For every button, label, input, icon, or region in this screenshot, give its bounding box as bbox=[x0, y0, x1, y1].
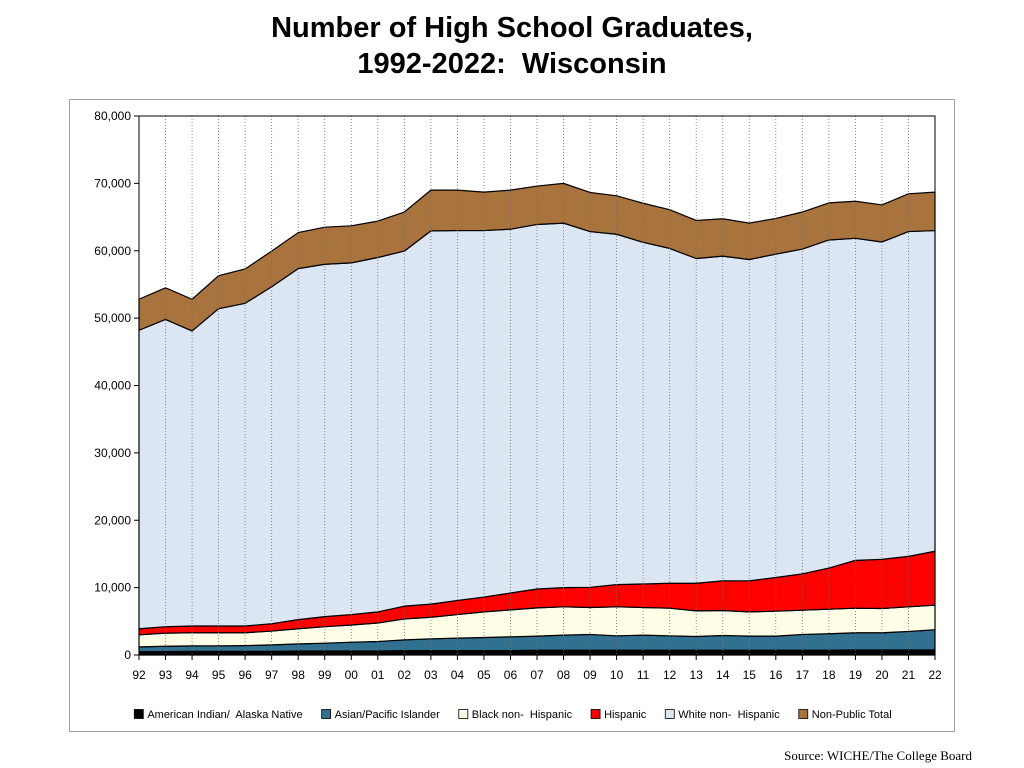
x-tick-label: 99 bbox=[318, 668, 332, 682]
legend-label: Black non- Hispanic bbox=[472, 709, 573, 721]
x-tick-label: 10 bbox=[610, 668, 624, 682]
y-tick-label: 40,000 bbox=[94, 379, 131, 393]
x-tick-label: 12 bbox=[663, 668, 677, 682]
x-tick-label: 06 bbox=[504, 668, 518, 682]
y-tick-label: 60,000 bbox=[94, 244, 131, 258]
legend-swatch-black-non-hispanic bbox=[458, 709, 469, 719]
y-tick-label: 80,000 bbox=[94, 109, 131, 123]
x-tick-label: 92 bbox=[132, 668, 146, 682]
x-tick-label: 11 bbox=[637, 668, 650, 682]
x-tick-label: 18 bbox=[822, 668, 836, 682]
y-tick-label: 20,000 bbox=[94, 513, 131, 527]
x-tick-label: 07 bbox=[530, 668, 544, 682]
legend-swatch-non-public-total bbox=[798, 709, 809, 719]
legend-swatch-asian-pacific-islander bbox=[321, 709, 332, 719]
y-tick-label: 50,000 bbox=[94, 311, 131, 325]
legend-label: Non-Public Total bbox=[812, 709, 892, 721]
y-tick-label: 0 bbox=[124, 648, 131, 662]
x-tick-label: 05 bbox=[477, 668, 491, 682]
x-tick-label: 09 bbox=[583, 668, 597, 682]
legend-label: American Indian/ Alaska Native bbox=[147, 709, 302, 721]
x-tick-label: 93 bbox=[159, 668, 173, 682]
chart-title-line-2: 1992-2022: Wisconsin bbox=[357, 48, 667, 80]
x-tick-label: 21 bbox=[902, 668, 916, 682]
legend-swatch-hispanic bbox=[590, 709, 601, 719]
chart-title-line-1: Number of High School Graduates, bbox=[271, 12, 753, 44]
x-tick-label: 04 bbox=[451, 668, 465, 682]
x-tick-label: 13 bbox=[690, 668, 704, 682]
x-tick-label: 02 bbox=[398, 668, 412, 682]
y-tick-label: 10,000 bbox=[94, 581, 131, 595]
x-tick-label: 19 bbox=[849, 668, 863, 682]
x-tick-label: 20 bbox=[875, 668, 889, 682]
chart-title: Number of High School Graduates, 1992-20… bbox=[0, 10, 1024, 82]
x-tick-label: 00 bbox=[345, 668, 359, 682]
legend-label: Hispanic bbox=[604, 709, 647, 721]
legend-swatch-american-indian-alaska-native bbox=[133, 709, 144, 719]
legend-swatch-white-non-hispanic bbox=[664, 709, 675, 719]
x-tick-label: 01 bbox=[371, 668, 385, 682]
source-note: Source: WICHE/The College Board bbox=[784, 748, 972, 763]
x-tick-label: 15 bbox=[743, 668, 757, 682]
chart-frame: 0 10,000 20,000 30,000 40,000 50,000 60,000 70,… bbox=[69, 99, 955, 732]
x-tick-label: 96 bbox=[238, 668, 252, 682]
y-tick-label: 70,000 bbox=[94, 176, 131, 190]
x-tick-label: 98 bbox=[292, 668, 306, 682]
legend-label: White non- Hispanic bbox=[678, 709, 780, 721]
x-tick-label: 94 bbox=[185, 668, 199, 682]
x-tick-label: 08 bbox=[557, 668, 571, 682]
x-tick-label: 22 bbox=[928, 668, 942, 682]
x-tick-label: 03 bbox=[424, 668, 438, 682]
x-tick-label: 16 bbox=[769, 668, 783, 682]
x-tick-label: 95 bbox=[212, 668, 226, 682]
stacked-area-chart: 0 10,000 20,000 30,000 40,000 50,000 60,000 70,… bbox=[94, 109, 942, 721]
x-tick-label: 14 bbox=[716, 668, 730, 682]
x-tick-label: 97 bbox=[265, 668, 279, 682]
legend-label: Asian/Pacific Islander bbox=[335, 709, 440, 721]
x-tick-label: 17 bbox=[796, 668, 810, 682]
y-tick-label: 30,000 bbox=[94, 446, 131, 460]
